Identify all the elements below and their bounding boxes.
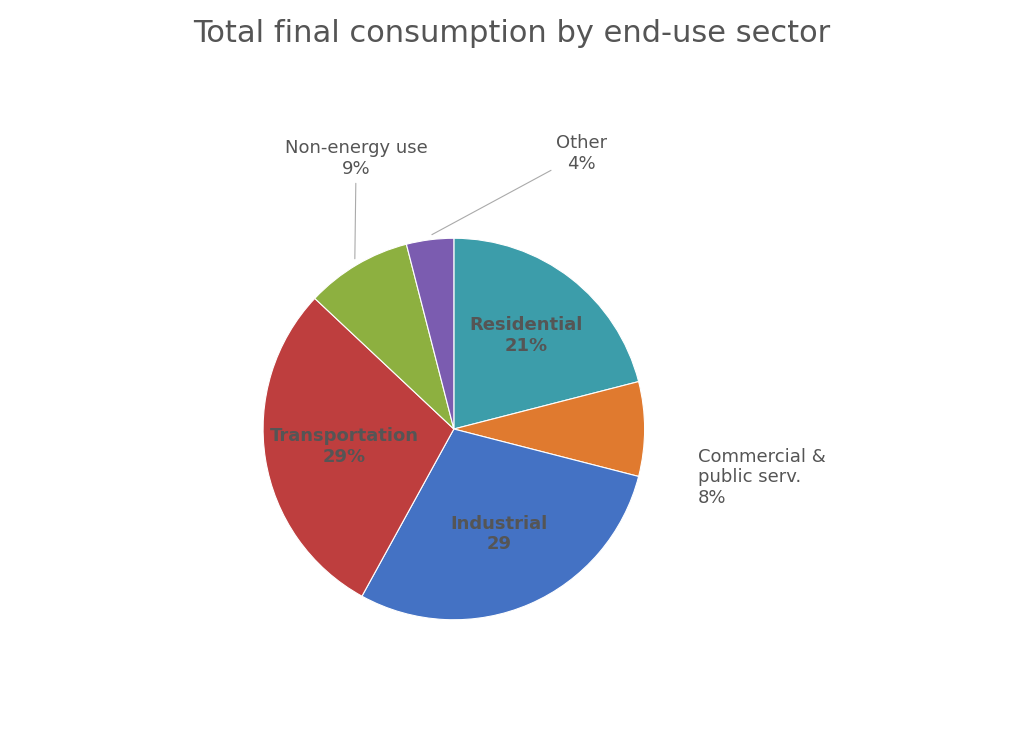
Text: Commercial &
public serv.
8%: Commercial & public serv. 8% xyxy=(697,448,825,507)
Text: Residential
21%: Residential 21% xyxy=(470,316,583,355)
Wedge shape xyxy=(454,238,639,429)
Wedge shape xyxy=(407,238,454,429)
Wedge shape xyxy=(314,244,454,429)
Wedge shape xyxy=(361,429,639,620)
Text: Non-energy use
9%: Non-energy use 9% xyxy=(285,139,427,259)
Text: Other
4%: Other 4% xyxy=(432,134,607,235)
Text: Industrial
29: Industrial 29 xyxy=(451,515,548,553)
Text: Transportation
29%: Transportation 29% xyxy=(270,427,419,466)
Wedge shape xyxy=(454,381,644,477)
Wedge shape xyxy=(263,298,454,596)
Title: Total final consumption by end-use sector: Total final consumption by end-use secto… xyxy=(194,20,830,49)
